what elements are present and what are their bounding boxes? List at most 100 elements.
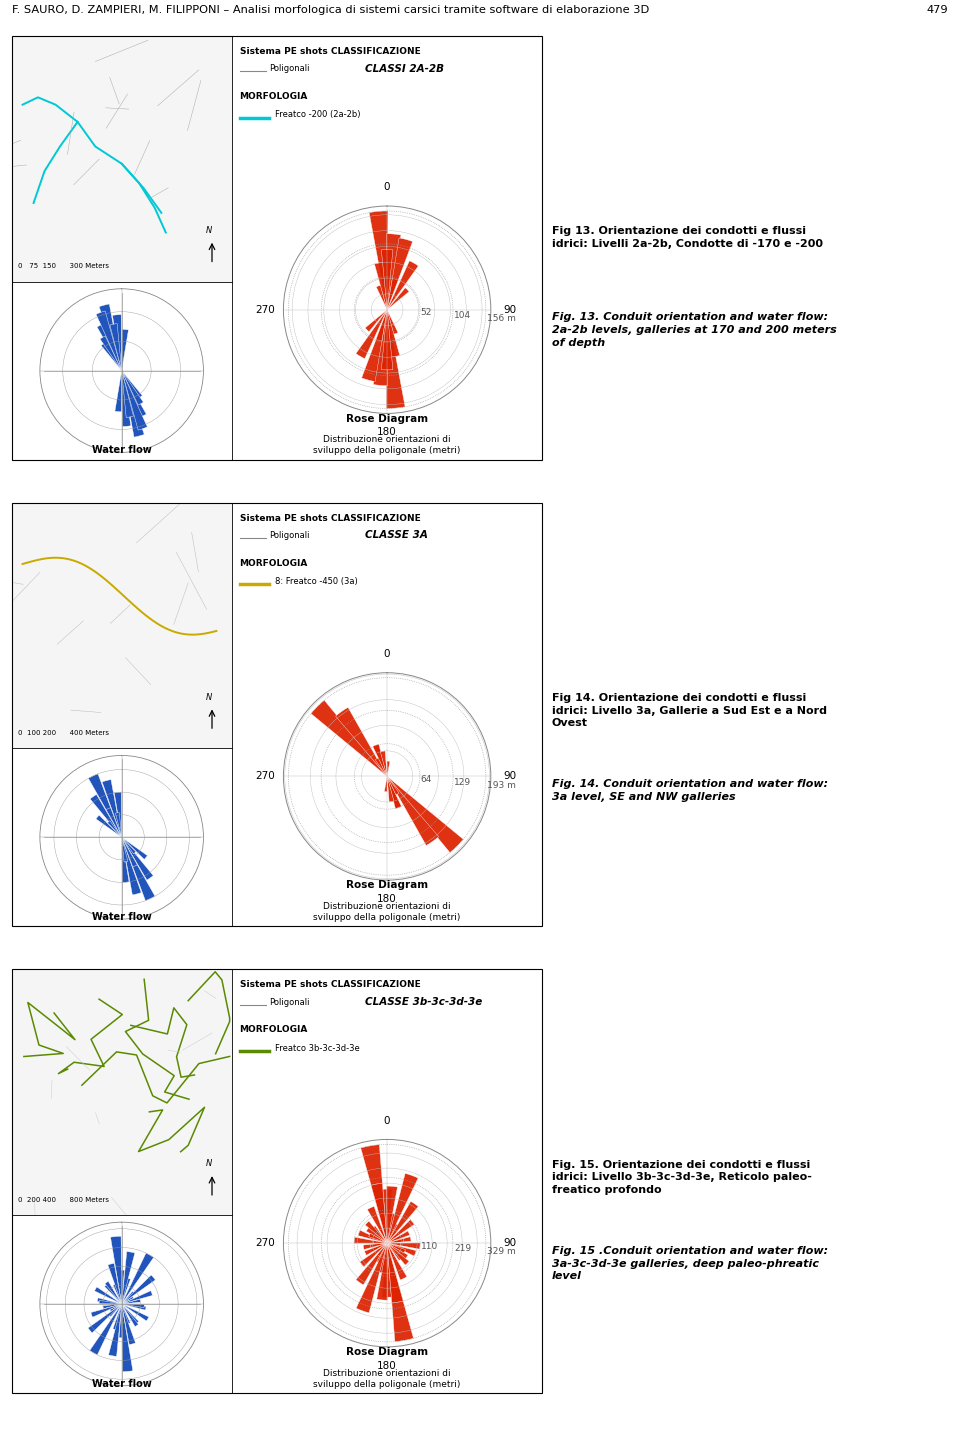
Bar bbox=[379, 1228, 387, 1244]
Bar bbox=[356, 310, 387, 359]
Text: CLASSI 2A-2B: CLASSI 2A-2B bbox=[365, 63, 444, 73]
Bar bbox=[387, 310, 399, 358]
Bar bbox=[102, 780, 122, 837]
Bar bbox=[94, 1287, 122, 1304]
Bar bbox=[387, 1239, 403, 1244]
Bar bbox=[90, 794, 122, 837]
Bar bbox=[114, 793, 122, 837]
Bar bbox=[372, 744, 387, 777]
Text: Poligonali: Poligonali bbox=[270, 65, 310, 73]
Bar bbox=[122, 1291, 134, 1304]
Text: Sistema PE shots CLASSIFICAZIONE: Sistema PE shots CLASSIFICAZIONE bbox=[239, 47, 420, 56]
Bar bbox=[122, 370, 131, 426]
Bar bbox=[122, 1275, 156, 1304]
Bar bbox=[96, 816, 122, 837]
Text: 8: Freatco -450 (3a): 8: Freatco -450 (3a) bbox=[276, 577, 358, 586]
Bar bbox=[122, 329, 129, 370]
Bar bbox=[110, 1304, 122, 1323]
Bar bbox=[122, 370, 142, 398]
Bar bbox=[119, 1269, 125, 1304]
Bar bbox=[363, 1244, 387, 1249]
Bar bbox=[122, 1278, 131, 1304]
Bar bbox=[122, 837, 136, 854]
Text: Water flow: Water flow bbox=[92, 1379, 152, 1389]
Bar bbox=[105, 1294, 122, 1304]
Bar bbox=[122, 1304, 132, 1371]
Bar bbox=[122, 837, 148, 859]
Bar bbox=[109, 1304, 122, 1311]
Bar bbox=[387, 777, 401, 808]
Bar bbox=[387, 1242, 420, 1249]
Bar bbox=[387, 1219, 415, 1244]
Text: Sistema PE shots CLASSIFICAZIONE: Sistema PE shots CLASSIFICAZIONE bbox=[239, 981, 420, 989]
Bar bbox=[387, 1236, 411, 1244]
Bar bbox=[356, 1244, 387, 1313]
Bar bbox=[122, 1304, 135, 1344]
Bar bbox=[122, 1304, 149, 1321]
Bar bbox=[369, 211, 388, 310]
Bar bbox=[387, 1244, 409, 1265]
Text: 0  100 200      400 Meters: 0 100 200 400 Meters bbox=[18, 729, 109, 737]
Bar bbox=[101, 343, 122, 370]
Bar bbox=[387, 1244, 414, 1341]
Text: 110: 110 bbox=[420, 1242, 438, 1251]
Bar bbox=[387, 1173, 419, 1244]
Bar bbox=[366, 1228, 387, 1244]
Bar bbox=[122, 370, 144, 437]
Bar bbox=[387, 1244, 403, 1302]
Text: Poligonali: Poligonali bbox=[270, 531, 310, 540]
Bar bbox=[122, 837, 128, 862]
Bar bbox=[387, 1244, 396, 1259]
Bar bbox=[97, 1298, 122, 1304]
Bar bbox=[122, 837, 141, 895]
Text: Fig. 14. Conduit orientation and water flow:
3a level, SE and NW galleries: Fig. 14. Conduit orientation and water f… bbox=[552, 778, 828, 801]
Bar bbox=[387, 777, 464, 853]
Text: CLASSE 3b-3c-3d-3e: CLASSE 3b-3c-3d-3e bbox=[365, 997, 482, 1007]
Bar bbox=[336, 708, 387, 777]
Bar bbox=[387, 777, 401, 808]
Bar bbox=[387, 238, 413, 310]
Text: MORFOLOGIA: MORFOLOGIA bbox=[239, 92, 308, 101]
Bar bbox=[362, 310, 387, 382]
Bar bbox=[122, 837, 155, 900]
Bar bbox=[382, 1244, 393, 1297]
Bar bbox=[376, 1244, 388, 1300]
Bar bbox=[376, 1244, 387, 1262]
Bar bbox=[122, 837, 154, 880]
Text: 64: 64 bbox=[420, 775, 432, 784]
Bar bbox=[122, 1304, 139, 1324]
Text: N: N bbox=[205, 692, 212, 702]
Bar bbox=[387, 761, 390, 777]
Bar bbox=[110, 1236, 122, 1304]
Text: Distribuzione orientazioni di
sviluppo della poligonale (metri): Distribuzione orientazioni di sviluppo d… bbox=[313, 1369, 461, 1389]
Bar bbox=[387, 1231, 410, 1244]
Bar bbox=[113, 1304, 122, 1330]
Bar bbox=[372, 1183, 387, 1244]
Bar bbox=[119, 1304, 125, 1338]
Bar bbox=[387, 1244, 417, 1256]
Bar bbox=[122, 1254, 154, 1304]
Bar bbox=[387, 1235, 397, 1244]
Bar bbox=[122, 1304, 146, 1310]
Bar bbox=[358, 1231, 387, 1244]
Text: CLASSE 3A: CLASSE 3A bbox=[365, 530, 427, 540]
Bar bbox=[387, 1244, 402, 1261]
Text: Distribuzione orientazioni di
sviluppo della poligonale (metri): Distribuzione orientazioni di sviluppo d… bbox=[313, 435, 461, 455]
Bar bbox=[113, 1284, 122, 1304]
Bar bbox=[96, 312, 122, 370]
Bar bbox=[368, 1206, 387, 1244]
Bar bbox=[112, 314, 122, 370]
Bar bbox=[373, 310, 388, 386]
Bar bbox=[122, 370, 146, 418]
Bar bbox=[387, 1223, 397, 1244]
Bar bbox=[380, 751, 387, 777]
Text: 0   75  150      300 Meters: 0 75 150 300 Meters bbox=[18, 263, 109, 270]
Bar bbox=[379, 1244, 387, 1274]
Text: F. SAURO, D. ZAMPIERI, M. FILIPPONI – Analisi morfologica di sistemi carsici tra: F. SAURO, D. ZAMPIERI, M. FILIPPONI – An… bbox=[12, 4, 649, 14]
Bar bbox=[376, 310, 387, 340]
Bar bbox=[105, 1281, 122, 1304]
Text: Water flow: Water flow bbox=[92, 912, 152, 922]
Text: Fig 14. Orientazione dei condotti e flussi
idrici: Livello 3a, Gallerie a Sud Es: Fig 14. Orientazione dei condotti e flus… bbox=[552, 692, 827, 728]
Bar bbox=[372, 1244, 387, 1252]
Bar bbox=[108, 1264, 122, 1304]
